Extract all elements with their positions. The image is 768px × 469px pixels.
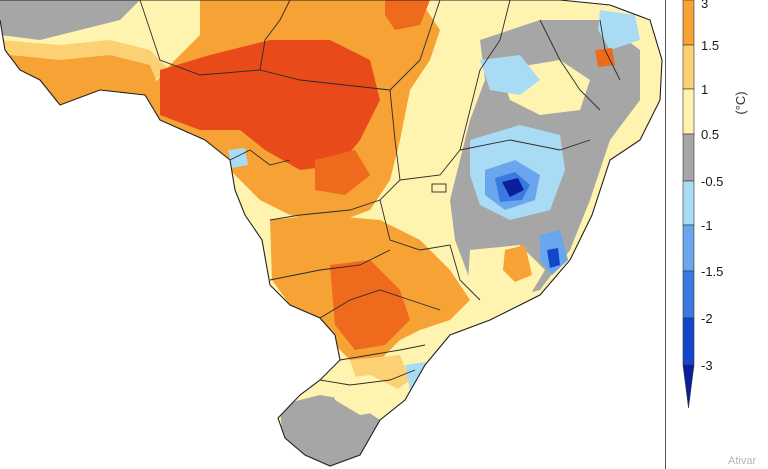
east-orange-spot bbox=[503, 245, 532, 282]
border-line bbox=[259, 0, 291, 71]
legend-bin bbox=[682, 224, 695, 272]
country-outline bbox=[0, 0, 663, 467]
north-red-top bbox=[385, 0, 430, 30]
border-line bbox=[389, 0, 441, 91]
color-legend: 3 1.5 1 0.5 -0.5 -1 -1.5 -2 -3 (°C) bbox=[665, 0, 748, 469]
anomaly-field bbox=[0, 0, 662, 466]
border-line bbox=[399, 0, 511, 181]
north-red bbox=[160, 40, 380, 170]
center-red bbox=[315, 150, 370, 195]
legend-tick-label: 0.5 bbox=[701, 127, 719, 142]
border-line bbox=[599, 19, 621, 81]
border-line bbox=[269, 249, 391, 281]
legend-tick-label: -0.5 bbox=[701, 174, 723, 189]
coast-dark-blue bbox=[547, 248, 560, 268]
legend-bin bbox=[682, 133, 695, 182]
border-line bbox=[539, 19, 601, 111]
border-line bbox=[319, 289, 441, 319]
legend-bin bbox=[682, 317, 695, 366]
legend-tick-label: -1 bbox=[701, 218, 713, 233]
border-line bbox=[319, 369, 416, 386]
legend-bin bbox=[682, 88, 695, 135]
legend-tick-label: 1 bbox=[701, 82, 708, 97]
legend-tick-label: -1.5 bbox=[701, 264, 723, 279]
temperature-anomaly-map bbox=[0, 0, 663, 467]
southwest-red bbox=[330, 260, 410, 350]
legend-tick-label: 3 bbox=[701, 0, 708, 11]
legend-bin bbox=[682, 270, 695, 319]
center-east-dark-blue bbox=[502, 178, 524, 197]
south-gray bbox=[280, 395, 380, 466]
watermark-text: Ativar bbox=[728, 455, 757, 467]
legend-bin bbox=[682, 180, 695, 226]
border-line bbox=[379, 199, 481, 301]
legend-bin bbox=[682, 364, 695, 409]
legend-unit-label: (°C) bbox=[733, 91, 748, 114]
legend-bins bbox=[682, 0, 695, 409]
ne-red-spot bbox=[595, 48, 615, 67]
ne-light-blue-2 bbox=[598, 10, 640, 50]
border-line bbox=[339, 344, 426, 361]
legend-tick-label: -3 bbox=[701, 358, 713, 373]
border-line bbox=[229, 149, 291, 166]
ne-light-blue bbox=[480, 55, 540, 95]
federal-district bbox=[431, 183, 447, 193]
legend-bin bbox=[682, 0, 695, 46]
border-line bbox=[459, 139, 591, 151]
nw-gray-band bbox=[0, 0, 140, 40]
legend-tick-label: -2 bbox=[701, 311, 713, 326]
legend-panel: 3 1.5 1 0.5 -0.5 -1 -1.5 -2 -3 (°C) bbox=[665, 0, 768, 469]
legend-bin bbox=[682, 44, 695, 90]
legend-tick-label: 1.5 bbox=[701, 38, 719, 53]
north-top-orange bbox=[260, 0, 360, 30]
legend-ticks: 3 1.5 1 0.5 -0.5 -1 -1.5 -2 -3 bbox=[701, 0, 723, 373]
border-line bbox=[139, 0, 391, 91]
state-borders bbox=[139, 0, 621, 386]
